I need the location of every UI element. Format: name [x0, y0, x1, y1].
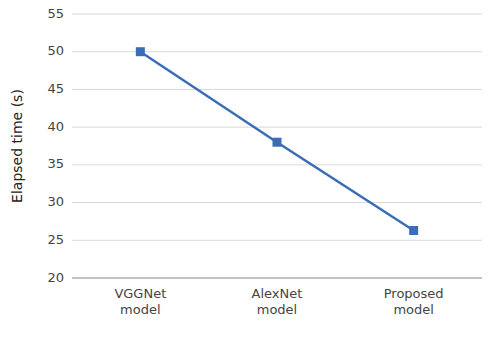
- grid-line: [72, 89, 482, 90]
- grid: [72, 14, 482, 278]
- y-tick-label: 40: [47, 119, 64, 134]
- y-axis-label: Elapsed time (s): [9, 89, 25, 203]
- y-tick-label: 45: [47, 81, 64, 96]
- grid-line: [72, 240, 482, 241]
- grid-line: [72, 164, 482, 165]
- marker: [409, 226, 418, 235]
- grid-line: [72, 202, 482, 203]
- grid-line: [72, 127, 482, 128]
- y-tick-label: 50: [47, 43, 64, 58]
- chart-container: 20 25 30 35 40 45 50 55 Elapsed time (s) VGGNetmo…: [0, 0, 500, 340]
- line: [140, 52, 413, 231]
- x-tick-label: Proposedmodel: [384, 286, 444, 317]
- y-tick-label: 20: [47, 270, 64, 285]
- y-tick-label: 55: [47, 6, 64, 21]
- chart: 20 25 30 35 40 45 50 55 Elapsed time (s) VGGNetmo…: [0, 0, 500, 340]
- y-tick-label: 30: [47, 194, 64, 209]
- x-tick-label: AlexNetmodel: [252, 286, 303, 317]
- marker: [136, 47, 145, 56]
- grid-line: [72, 278, 482, 279]
- marker: [273, 138, 282, 147]
- y-tick-label: 35: [47, 156, 64, 171]
- y-tick-label: 25: [47, 232, 64, 247]
- series: [136, 47, 418, 235]
- x-tick-label: VGGNetmodel: [114, 286, 166, 317]
- grid-line: [72, 14, 482, 15]
- x-axis-line: [72, 278, 482, 279]
- grid-line: [72, 51, 482, 52]
